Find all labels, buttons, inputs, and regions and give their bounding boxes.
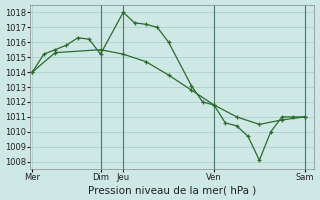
X-axis label: Pression niveau de la mer( hPa ): Pression niveau de la mer( hPa ) <box>88 185 256 195</box>
